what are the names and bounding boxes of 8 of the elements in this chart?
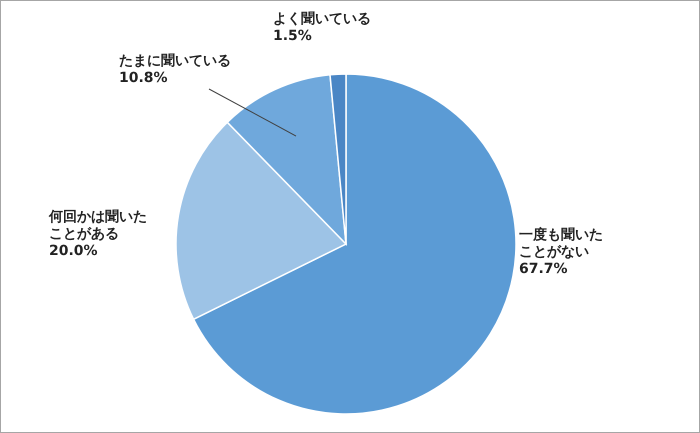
slice-label: 何回かは聞いたことがある: [49, 209, 148, 243]
data-label: 67.7%: [519, 261, 569, 278]
slice-label: よく聞いている: [273, 11, 372, 28]
slice-label: 一度も聞いたことがない: [519, 227, 604, 261]
data-label: 20.0%: [49, 243, 99, 260]
data-label: 1.5%: [273, 28, 313, 45]
data-label: 10.8%: [119, 70, 169, 87]
slice-label: たまに聞いている: [119, 53, 232, 70]
